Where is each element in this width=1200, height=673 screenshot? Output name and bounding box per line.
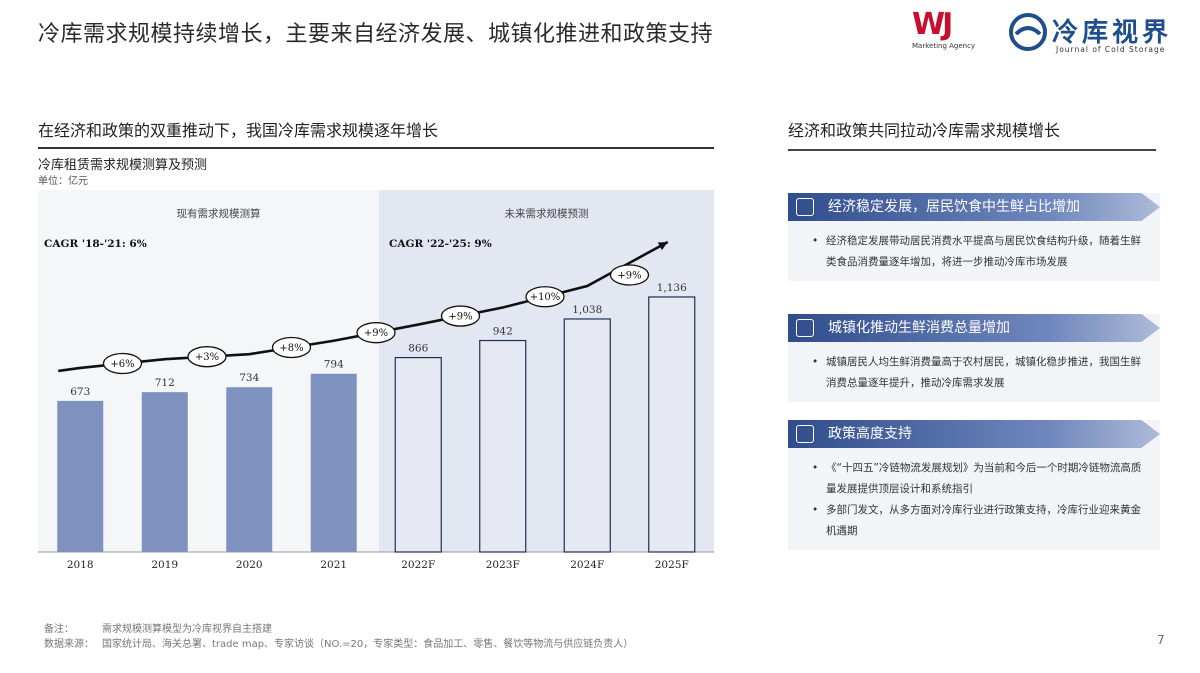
x-tick-label: 2022F [401, 559, 435, 571]
panel-urbanization-header: 城镇化推动生鲜消费总量增加 [788, 314, 1160, 342]
growth-bubble [356, 322, 396, 344]
growth-bubble [440, 305, 481, 327]
bar [226, 387, 273, 552]
x-tick-label: 2023F [486, 559, 520, 571]
growth-label: +9% [364, 328, 388, 339]
panel-urbanization-title: 城镇化推动生鲜消费总量增加 [828, 320, 1010, 336]
cagr-label-actual: CAGR '18-'21: 6% [44, 238, 147, 250]
growth-bubble [187, 346, 227, 368]
wj-logo-mark: WJ [912, 7, 953, 42]
x-tick-label: 2020 [236, 559, 263, 571]
page-number: 7 [1157, 633, 1165, 647]
chart-title: 冷库租赁需求规模测算及预测 [38, 158, 208, 173]
panel-urbanization-bullet: 城镇居民人均生鲜消费量高于农村居民，城镇化稳步推进，我国生鲜消费总量逐年提升，推… [812, 352, 1146, 394]
panel-policy-title: 政策高度支持 [828, 426, 912, 442]
building-icon [796, 319, 814, 337]
footnote-source-label: 数据来源： [44, 639, 94, 650]
bar-value-label: 712 [155, 377, 175, 389]
growth-label: +10% [530, 292, 561, 303]
chart-unit-label: 单位：亿元 [38, 176, 88, 187]
panel-policy-header: 政策高度支持 [788, 420, 1160, 448]
footnote: 备注： 需求规模测算模型为冷库视界自主搭建 数据来源： 国家统计局、海关总署、tra… [44, 622, 633, 652]
growth-label: +8% [279, 343, 303, 354]
bar [648, 296, 696, 553]
panel-economy: 经济稳定发展，居民饮食中生鲜占比增加 经济稳定发展带动居民消费水平提高与居民饮食… [788, 193, 1160, 281]
bar [57, 400, 104, 552]
panel-urbanization: 城镇化推动生鲜消费总量增加 城镇居民人均生鲜消费量高于农村居民，城镇化稳步推进，… [788, 314, 1160, 402]
left-section-heading: 在经济和政策的双重推动下，我国冷库需求规模逐年增长 [38, 117, 714, 149]
x-tick-label: 2021 [320, 559, 347, 571]
growth-bubble [525, 286, 565, 308]
section-label-forecast: 未来需求规模预测 [505, 207, 589, 220]
growth-bubble [102, 352, 143, 375]
growth-bubble [609, 264, 650, 286]
bar [310, 373, 357, 552]
x-tick-label: 2025F [655, 559, 689, 571]
wj-logo: WJ Marketing Agency [912, 10, 990, 58]
bar [479, 339, 527, 553]
x-tick-label: 2024F [570, 559, 604, 571]
journal-logo: 冷库视界 Journal of Cold Storage [1008, 10, 1190, 56]
trend-chart-icon [796, 198, 814, 216]
panel-policy-bullet-2: 多部门发文，从多方面对冷库行业进行政策支持，冷库行业迎来黄金机遇期 [812, 500, 1146, 542]
panel-policy-bullet-1: 《“十四五”冷链物流发展规划》为当前和今后一个时期冷链物流高质量发展提供顶层设计… [812, 458, 1146, 500]
bar-value-label: 794 [324, 359, 344, 371]
bar [141, 392, 188, 552]
growth-label: +3% [195, 352, 219, 363]
right-section-heading: 经济和政策共同拉动冷库需求规模增长 [788, 117, 1156, 151]
bar [563, 318, 611, 553]
bar-value-label: 734 [239, 372, 259, 384]
section-label-actual: 现有需求规模测算 [177, 207, 261, 220]
bar [394, 356, 442, 553]
growth-bubble [271, 336, 312, 359]
trend-arrow-head [657, 241, 668, 251]
bar-value-label: 942 [493, 326, 513, 338]
bar-value-label: 673 [70, 386, 90, 398]
footnote-note-text: 需求规模测算模型为冷库视界自主搭建 [102, 624, 272, 635]
growth-label: +6% [110, 359, 134, 370]
bar-value-label: 866 [408, 343, 428, 355]
footnote-note-label: 备注： [44, 624, 74, 635]
panel-economy-bullet: 经济稳定发展带动居民消费水平提高与居民饮食结构升级，随着生鲜类食品消费量逐年增加… [812, 231, 1146, 273]
journal-logo-icon [1009, 13, 1047, 51]
journal-logo-cn: 冷库视界 [1052, 18, 1173, 48]
x-tick-label: 2018 [67, 559, 94, 571]
growth-label: +9% [448, 312, 472, 323]
cagr-label-forecast: CAGR '22-'25: 9% [389, 238, 492, 250]
panel-economy-header: 经济稳定发展，居民饮食中生鲜占比增加 [788, 193, 1160, 221]
growth-label: +9% [617, 270, 641, 281]
bar-value-label: 1,038 [572, 304, 602, 316]
wj-logo-subtitle: Marketing Agency [912, 42, 976, 50]
panel-policy: 政策高度支持 《“十四五”冷链物流发展规划》为当前和今后一个时期冷链物流高质量发… [788, 420, 1160, 550]
journal-logo-en: Journal of Cold Storage [1056, 45, 1166, 54]
panel-economy-title: 经济稳定发展，居民饮食中生鲜占比增加 [828, 199, 1080, 215]
document-icon [796, 425, 814, 443]
bar-value-label: 1,136 [657, 282, 687, 294]
footnote-source-text: 国家统计局、海关总署、trade map、专家访谈（NO.=20，专家类型：食品… [102, 639, 634, 650]
x-tick-label: 2019 [151, 559, 178, 571]
page-title: 冷库需求规模持续增长，主要来自经济发展、城镇化推进和政策支持 [38, 22, 714, 47]
